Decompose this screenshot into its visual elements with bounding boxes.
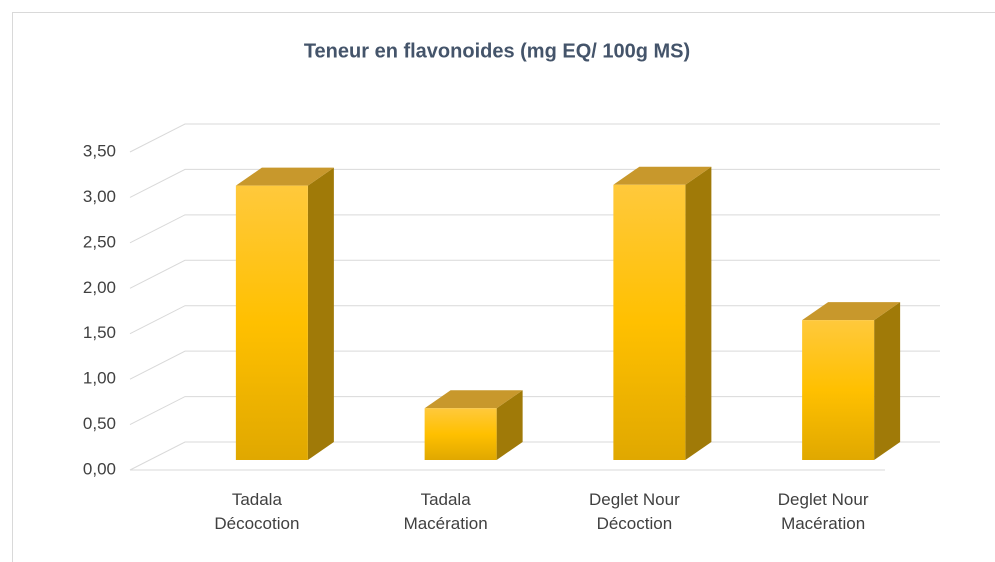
bar-side [496,390,523,460]
bar-top [613,166,712,185]
x-tick-label: Deglet Nour Macération [777,490,869,533]
bar-front [424,408,497,460]
bar-side [307,167,334,460]
bar [613,166,712,460]
bar-front [235,185,308,460]
y-tick-label: 2,00 [83,278,116,297]
bar-side [685,166,712,460]
x-tick-label: Tadala Décocotion [214,490,300,533]
bar-side [874,302,901,460]
bar-top [424,390,523,409]
bar-top [802,302,901,321]
y-tick-label: 3,00 [83,187,116,206]
bar-top [235,167,334,186]
x-tick-label: Deglet Nour Décoction [589,490,680,533]
y-tick-label: 0,00 [83,459,116,478]
bar-front [613,184,686,460]
bar-front [802,320,875,460]
y-tick-label: 2,50 [83,232,116,251]
chart-border [12,12,995,562]
grid-line [129,123,940,153]
y-tick-label: 1,00 [83,369,116,388]
bar [424,390,523,460]
y-tick-label: 0,50 [83,414,116,433]
bar [235,167,334,460]
bar [802,302,901,460]
chart-title: Teneur en flavonoides (mg EQ/ 100g MS) [304,40,690,62]
y-tick-label: 1,50 [83,323,116,342]
x-tick-label: Tadala Macération [403,490,488,533]
y-tick-label: 3,50 [83,141,116,160]
